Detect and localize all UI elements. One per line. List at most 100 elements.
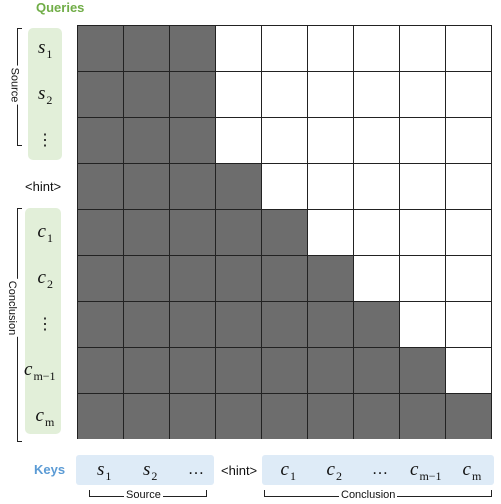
mask-cell-r9-c1 [77,393,124,439]
mask-cell-r8-c6 [307,347,354,394]
mask-cell-r7-c4 [215,301,262,348]
key-label-col-5: c1 [280,459,296,483]
mask-cell-r6-c5 [261,255,308,302]
query-label-row-2: s2 [38,83,53,107]
mask-cell-r5-c9 [445,209,492,256]
mask-cell-r4-c1 [77,163,124,210]
mask-cell-r2-c3 [169,71,216,118]
mask-cell-r4-c4 [215,163,262,210]
query-label-row-5: c1 [37,221,53,245]
mask-cell-r2-c9 [445,71,492,118]
mask-cell-r4-c6 [307,163,354,210]
mask-cell-r3-c8 [399,117,446,164]
mask-cell-r7-c7 [353,301,400,348]
mask-cell-r5-c4 [215,209,262,256]
query-label-row-8: cm−1 [24,359,56,383]
mask-cell-r9-c3 [169,393,216,439]
mask-cell-r5-c6 [307,209,354,256]
mask-cell-r8-c8 [399,347,446,394]
mask-cell-r3-c1 [77,117,124,164]
mask-cell-r1-c8 [399,25,446,72]
mask-cell-r2-c8 [399,71,446,118]
mask-cell-r9-c4 [215,393,262,439]
keys-title: Keys [34,462,66,477]
mask-cell-r3-c9 [445,117,492,164]
query-label-row-9: cm [35,405,55,429]
key-label-col-8: cm−1 [410,459,442,483]
key-label-col-2: s2 [143,459,158,483]
mask-cell-r8-c3 [169,347,216,394]
mask-cell-r5-c5 [261,209,308,256]
mask-cell-r5-c2 [123,209,170,256]
mask-cell-r8-c2 [123,347,170,394]
mask-cell-r9-c7 [353,393,400,439]
mask-cell-r5-c8 [399,209,446,256]
query-label-row-3: ⋮ [37,132,53,149]
mask-cell-r6-c2 [123,255,170,302]
mask-cell-r4-c5 [261,163,308,210]
mask-cell-r6-c3 [169,255,216,302]
mask-cell-r8-c5 [261,347,308,394]
mask-cell-r6-c7 [353,255,400,302]
query-label-row-7: ⋮ [37,316,53,333]
mask-cell-r1-c1 [77,25,124,72]
mask-cell-r2-c4 [215,71,262,118]
mask-cell-r5-c7 [353,209,400,256]
mask-cell-r9-c2 [123,393,170,439]
key-label-col-1: s1 [97,459,112,483]
mask-cell-r1-c2 [123,25,170,72]
key-label-col-3: … [188,461,204,478]
query-label-row-1: s1 [38,37,53,61]
key-label-col-9: cm [462,459,482,483]
mask-cell-r4-c8 [399,163,446,210]
mask-cell-r3-c6 [307,117,354,164]
mask-cell-r4-c9 [445,163,492,210]
mask-cell-r6-c4 [215,255,262,302]
mask-cell-r1-c6 [307,25,354,72]
key-label-col-6: c2 [326,459,342,483]
mask-cell-r8-c1 [77,347,124,394]
mask-cell-r4-c7 [353,163,400,210]
mask-cell-r5-c3 [169,209,216,256]
mask-cell-r7-c9 [445,301,492,348]
conclusion-keys-pill [262,455,494,485]
mask-cell-r2-c6 [307,71,354,118]
mask-cell-r2-c7 [353,71,400,118]
source-keys-bracket-label: Source [124,489,163,501]
mask-cell-r2-c1 [77,71,124,118]
source-bracket-label: Source [8,65,21,105]
mask-cell-r7-c1 [77,301,124,348]
mask-cell-r8-c9 [445,347,492,394]
mask-cell-r2-c2 [123,71,170,118]
mask-cell-r4-c2 [123,163,170,210]
mask-cell-r7-c5 [261,301,308,348]
mask-cell-r8-c7 [353,347,400,394]
mask-cell-r6-c9 [445,255,492,302]
mask-cell-r9-c8 [399,393,446,439]
mask-cell-r8-c4 [215,347,262,394]
mask-cell-r3-c4 [215,117,262,164]
mask-cell-r1-c4 [215,25,262,72]
mask-cell-r6-c8 [399,255,446,302]
mask-cell-r9-c5 [261,393,308,439]
mask-cell-r7-c6 [307,301,354,348]
mask-cell-r7-c3 [169,301,216,348]
mask-cell-r6-c1 [77,255,124,302]
mask-cell-r9-c6 [307,393,354,439]
conclusion-keys-bracket-label: Conclusion [339,489,398,501]
conclusion-bracket-label: Conclusion [6,278,19,338]
mask-cell-r1-c7 [353,25,400,72]
mask-cell-r9-c9 [445,393,492,439]
mask-cell-r7-c2 [123,301,170,348]
attention-mask-grid [77,25,492,439]
conclusion-queries-pill [25,208,61,434]
query-label-row-4: <hint> [25,178,62,194]
mask-cell-r5-c1 [77,209,124,256]
mask-cell-r3-c7 [353,117,400,164]
mask-cell-r2-c5 [261,71,308,118]
key-label-col-7: … [372,461,388,478]
mask-cell-r1-c3 [169,25,216,72]
mask-cell-r1-c5 [261,25,308,72]
source-queries-pill [28,28,62,160]
mask-cell-r3-c2 [123,117,170,164]
